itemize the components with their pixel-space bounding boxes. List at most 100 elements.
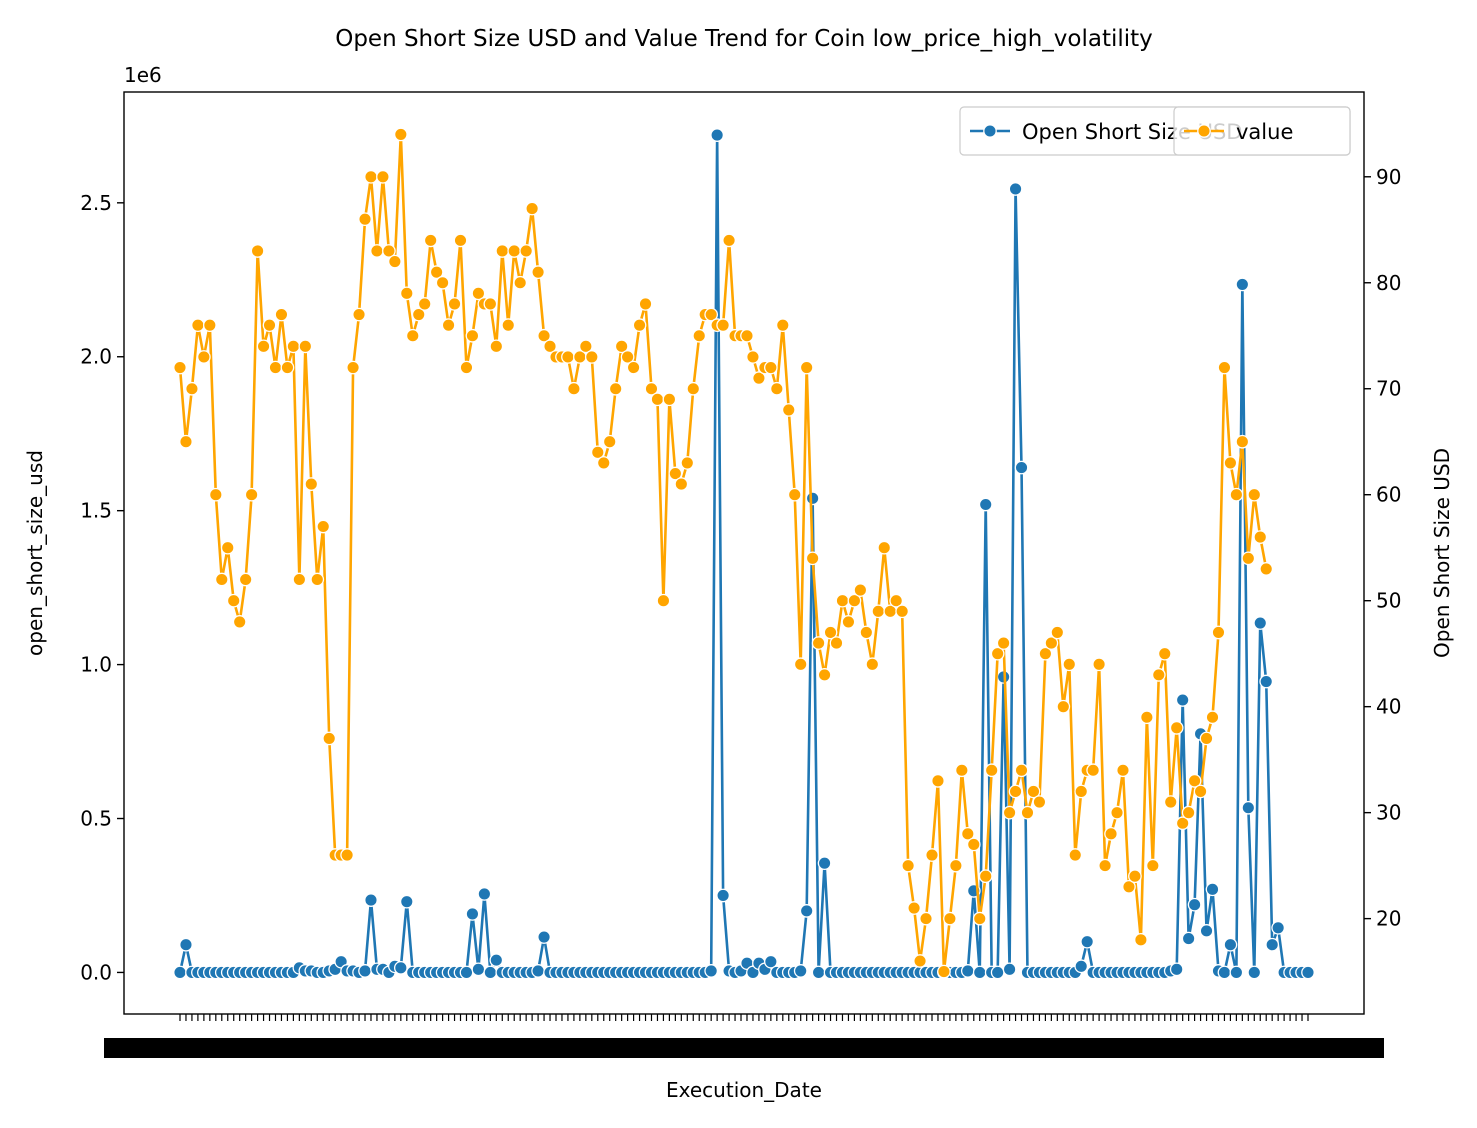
y-right-tick-label: 60	[1376, 483, 1401, 507]
series-point-1	[1181, 805, 1196, 820]
series-point-1	[740, 328, 754, 343]
series-point-1	[1122, 879, 1136, 894]
series-point-0	[793, 964, 808, 978]
series-point-1	[1211, 625, 1226, 640]
series-point-1	[1259, 562, 1274, 576]
series-point-1	[1205, 710, 1220, 725]
series-point-1	[376, 169, 390, 184]
series-point-1	[1223, 456, 1238, 470]
series-point-1	[841, 615, 856, 629]
series-point-1	[346, 360, 360, 375]
series-point-1	[525, 201, 539, 216]
series-point-1	[304, 477, 319, 491]
series-point-0	[704, 964, 719, 978]
series-point-1	[531, 265, 545, 280]
series-point-1	[179, 434, 193, 449]
series-point-1	[817, 668, 832, 682]
series-point-0	[1217, 965, 1232, 980]
series-point-1	[280, 360, 295, 375]
series-point-1	[1241, 551, 1256, 566]
series-point-0	[1014, 460, 1029, 475]
series-point-1	[949, 858, 963, 873]
series-point-0	[1175, 693, 1190, 707]
series-point-0	[1199, 924, 1214, 938]
chart-title: Open Short Size USD and Value Trend for …	[335, 26, 1153, 52]
y-left-tick-label: 2.0	[80, 345, 112, 369]
series-point-1	[590, 445, 605, 460]
series-point-1	[746, 350, 760, 364]
series-point-0	[1247, 965, 1262, 980]
series-point-1	[913, 954, 927, 968]
series-point-0	[710, 128, 724, 142]
series-point-1	[972, 911, 987, 926]
legend-entry-open-short-marker	[983, 124, 997, 138]
series-point-1	[340, 848, 354, 862]
series-point-1	[220, 540, 235, 555]
series-point-1	[232, 615, 247, 629]
series-point-0	[1187, 897, 1202, 912]
series-point-0	[817, 856, 832, 871]
legend-entry-value-marker	[1197, 124, 1211, 138]
series-point-1	[877, 540, 892, 555]
series-point-1	[358, 212, 372, 227]
series-point-1	[250, 244, 265, 258]
series-point-1	[859, 625, 874, 640]
series-point-1	[638, 297, 653, 311]
series-point-1	[1056, 699, 1071, 714]
series-point-0	[1265, 937, 1280, 952]
plot-frame	[123, 91, 1365, 1015]
series-point-1	[459, 360, 474, 375]
series-point-1	[567, 381, 581, 396]
series-point-1	[692, 328, 707, 343]
series-point-1	[626, 360, 641, 375]
series-point-1	[191, 318, 205, 332]
series-point-1	[465, 328, 480, 343]
y-left-tick-label: 0.5	[80, 807, 112, 831]
series-point-0	[537, 930, 551, 944]
series-point-1	[1008, 784, 1023, 799]
series-point-1	[943, 911, 957, 926]
series-point-1	[596, 456, 611, 470]
series-point-1	[793, 657, 808, 672]
series-point-1	[1050, 625, 1065, 640]
series-point-1	[614, 339, 629, 354]
series-point-1	[173, 360, 187, 375]
series-point-1	[960, 826, 975, 841]
series-point-1	[405, 328, 420, 343]
series-point-1	[495, 244, 510, 258]
series-point-1	[835, 593, 850, 608]
y-axis-left-label: open_short_size_usd	[23, 450, 47, 656]
series-point-1	[889, 593, 904, 608]
y-right-tick-label: 30	[1376, 801, 1401, 825]
series-point-0	[179, 937, 193, 952]
series-point-1	[1169, 721, 1184, 735]
x-tick-labels-overlap-band	[104, 1038, 1384, 1058]
series-point-1	[561, 350, 575, 364]
series-point-1	[543, 339, 557, 354]
series-point-1	[1098, 858, 1112, 873]
series-point-1	[823, 625, 838, 640]
y-right-tick-label: 40	[1376, 695, 1401, 719]
series-point-1	[1020, 805, 1035, 820]
series-point-1	[429, 265, 444, 280]
series-point-1	[680, 456, 695, 470]
series-point-1	[1032, 795, 1047, 809]
series-point-1	[865, 657, 880, 672]
series-point-0	[393, 960, 408, 975]
series-point-0	[399, 894, 414, 909]
y-left-tick-label: 0.0	[80, 960, 112, 984]
series-point-1	[656, 593, 671, 608]
series-point-1	[382, 244, 396, 258]
series-point-1	[1253, 530, 1268, 544]
series-point-1	[1110, 805, 1124, 820]
series-point-0	[1008, 182, 1023, 196]
y-right-tick-label: 50	[1376, 589, 1401, 613]
series-point-1	[447, 297, 462, 311]
series-point-1	[483, 297, 498, 311]
series-point-1	[805, 551, 820, 566]
y-axis-right: 20 30 40 50 60 70 80 90	[1364, 165, 1401, 931]
series-point-0	[764, 954, 778, 969]
series-point-0	[489, 953, 504, 967]
series-point-1	[895, 604, 910, 619]
